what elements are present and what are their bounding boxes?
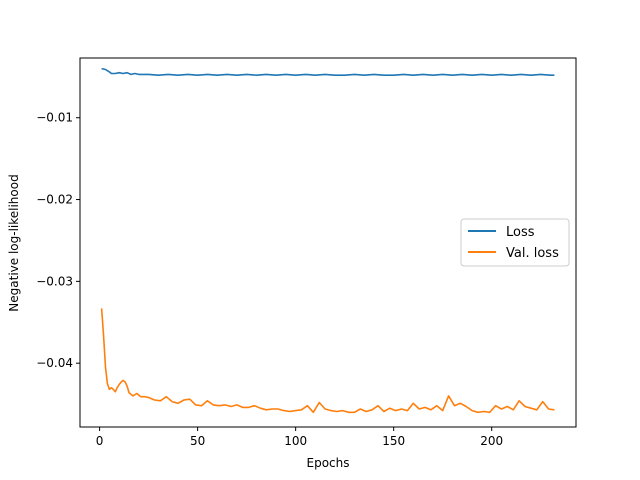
y-tick-label: −0.01 xyxy=(36,111,73,125)
x-tick-label: 150 xyxy=(382,434,405,448)
axes-frame xyxy=(79,57,577,428)
y-axis-label: Negative log-likelihood xyxy=(7,174,21,311)
x-tick-label: 100 xyxy=(284,434,307,448)
y-tick-label: −0.04 xyxy=(36,356,73,370)
x-axis-ticks: 0 50 100 150 200 xyxy=(96,427,503,448)
legend: Loss Val. loss xyxy=(460,218,570,267)
series-line-val-loss xyxy=(100,308,555,414)
x-axis-label: Epochs xyxy=(307,456,350,470)
series-line-loss xyxy=(101,67,555,76)
plot-area xyxy=(100,67,555,414)
legend-label-val-loss: Val. loss xyxy=(506,246,559,261)
y-axis-ticks: −0.01 −0.02 −0.03 −0.04 xyxy=(36,111,80,370)
x-tick-label: 200 xyxy=(480,434,503,448)
x-tick-label: 50 xyxy=(190,434,205,448)
y-tick-label: −0.02 xyxy=(36,193,73,207)
y-tick-label: −0.03 xyxy=(36,274,73,288)
legend-label-loss: Loss xyxy=(506,225,535,240)
x-tick-label: 0 xyxy=(96,434,104,448)
